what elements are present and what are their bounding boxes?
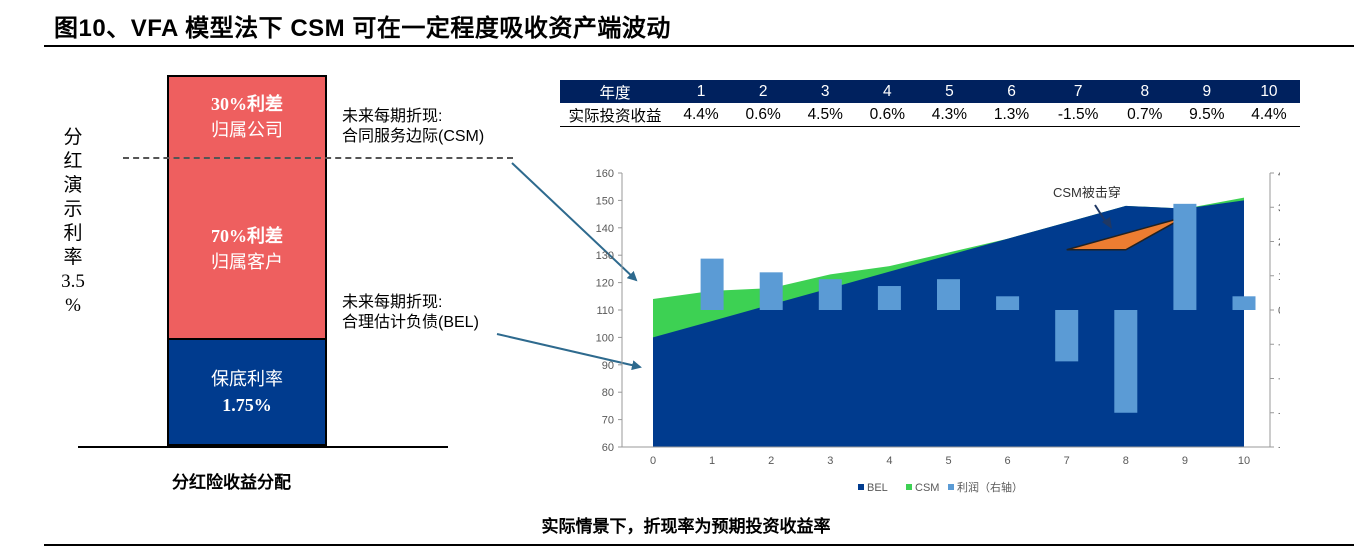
profit-bar [700, 258, 724, 310]
right-tick-label: −2 [1278, 374, 1280, 386]
right-tick-label: 3 [1278, 202, 1280, 214]
return-cell: 4.4% [1237, 103, 1300, 127]
x-tick-label: 1 [709, 455, 715, 467]
left-tick-label: 90 [602, 360, 614, 372]
year-cell: 2 [732, 80, 795, 103]
left-tick-label: 110 [596, 305, 614, 317]
customer-spread-segment: 70%利差 归属客户 [169, 157, 325, 340]
legend-swatch [858, 484, 864, 490]
return-cell: 9.5% [1175, 103, 1238, 127]
x-tick-label: 3 [827, 455, 833, 467]
table-header-row: 年度 1 2 3 4 5 6 7 8 9 10 [560, 80, 1300, 103]
legend-swatch [948, 484, 954, 490]
left-tick-label: 130 [596, 250, 614, 262]
return-cell: 0.6% [856, 103, 919, 127]
x-tick-label: 4 [886, 455, 892, 467]
bel-area [653, 200, 1244, 447]
csm-breach-arrowhead [1102, 217, 1112, 229]
bel-arrow [496, 333, 642, 371]
return-cell: 4.5% [794, 103, 857, 127]
right-tick-label: 0 [1278, 305, 1280, 317]
profit-bar [937, 279, 960, 310]
bottom-caption: 实际情景下，折现率为预期投资收益率 [541, 517, 831, 536]
csm-breach-area [1066, 216, 1186, 251]
legend-swatch [906, 484, 912, 490]
year-cell: 5 [918, 80, 981, 103]
right-tick-label: 1 [1278, 271, 1280, 283]
left-tick-label: 100 [596, 332, 614, 344]
top-rule [44, 45, 1354, 47]
return-cell: 0.6% [732, 103, 795, 127]
left-tick-label: 70 [602, 415, 614, 427]
profit-bar [1232, 296, 1256, 310]
legend-label: 利润（右轴） [957, 480, 1023, 494]
year-cell: 6 [980, 80, 1043, 103]
year-cell: 3 [794, 80, 857, 103]
csm-breach-label: CSM被击穿 [1053, 185, 1121, 200]
profit-bar [877, 286, 901, 310]
profit-bar [759, 272, 783, 310]
guaranteed-rate-segment: 保底利率 1.75% [169, 340, 325, 444]
year-cell: 1 [670, 80, 733, 103]
x-tick-label: 0 [650, 455, 656, 467]
year-cell: 7 [1042, 80, 1114, 103]
left-tick-label: 80 [602, 387, 614, 399]
dividend-rate-dashed-line [123, 157, 513, 159]
x-tick-label: 7 [1064, 455, 1070, 467]
left-tick-label: 140 [596, 223, 614, 235]
legend-label: BEL [867, 482, 888, 494]
year-cell: 10 [1237, 80, 1300, 103]
year-cell: 4 [856, 80, 919, 103]
profit-bar [996, 296, 1020, 310]
bottom-rule [44, 544, 1354, 546]
left-tick-label: 120 [596, 278, 614, 290]
return-cell: 4.4% [670, 103, 733, 127]
x-tick-label: 9 [1182, 455, 1188, 467]
left-tick-label: 160 [596, 168, 614, 180]
profit-bar [1114, 310, 1138, 413]
right-tick-label: −4 [1278, 442, 1280, 454]
bel-note: 未来每期折现: 合理估计负债(BEL) [342, 294, 479, 331]
year-cell: 9 [1175, 80, 1238, 103]
return-cell: -1.5% [1042, 103, 1114, 127]
x-tick-label: 8 [1123, 455, 1129, 467]
segment-divider [169, 338, 325, 340]
x-tick-label: 2 [768, 455, 774, 467]
csm-arrow [511, 162, 638, 282]
figure-title: 图10、VFA 模型法下 CSM 可在一定程度吸收资产端波动 [54, 15, 671, 42]
left-tick-label: 60 [602, 442, 614, 454]
csm-note: 未来每期折现: 合同服务边际(CSM) [342, 108, 485, 145]
legend-label: CSM [915, 482, 939, 494]
left-tick-label: 150 [596, 195, 614, 207]
bel-csm-profit-chart: 60708090100110120130140150160−4−3−2−1012… [596, 168, 1280, 494]
allocation-caption: 分红险收益分配 [172, 473, 291, 492]
company-spread-segment: 30%利差 归属公司 [169, 77, 325, 157]
dividend-rate-vertical-label: 分 红 演 示 利 率 3.5 % [61, 127, 85, 316]
investment-return-table: 年度 1 2 3 4 5 6 7 8 9 10 实际投资收益 4.4% 0.6%… [560, 80, 1300, 127]
x-tick-label: 10 [1238, 455, 1250, 467]
return-cell: 4.3% [918, 103, 981, 127]
return-cell: 1.3% [980, 103, 1043, 127]
x-tick-label: 5 [945, 455, 951, 467]
right-tick-label: −1 [1278, 339, 1280, 351]
profit-bar [1173, 203, 1197, 310]
year-cell: 8 [1113, 80, 1176, 103]
diagram-baseline [78, 446, 448, 448]
x-tick-label: 6 [1005, 455, 1011, 467]
year-header: 年度 [560, 80, 670, 103]
right-tick-label: 2 [1278, 237, 1280, 249]
dividend-allocation-stack: 30%利差 归属公司 70%利差 归属客户 保底利率 1.75% [167, 75, 327, 446]
right-tick-label: 4 [1278, 168, 1280, 180]
return-row-label: 实际投资收益 [560, 103, 670, 127]
table-row: 实际投资收益 4.4% 0.6% 4.5% 0.6% 4.3% 1.3% -1.… [560, 103, 1300, 127]
return-cell: 0.7% [1113, 103, 1176, 127]
right-tick-label: −3 [1278, 408, 1280, 420]
profit-bar [1055, 310, 1079, 362]
profit-bar [818, 279, 842, 310]
